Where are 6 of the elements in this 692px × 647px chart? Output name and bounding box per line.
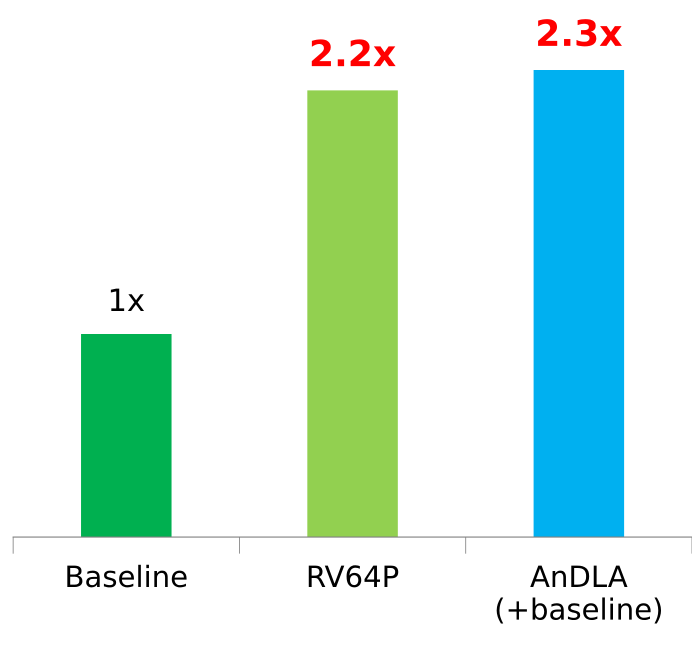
data-label: 2.2x — [312, 39, 396, 66]
data-label: 2.3x — [538, 19, 622, 46]
x-tick-label: AnDLA (+baseline) — [496, 566, 662, 624]
x-tick-label: Baseline — [67, 564, 187, 588]
x-tick-label: RV64P — [308, 565, 398, 588]
data-label: 1x — [110, 288, 144, 311]
